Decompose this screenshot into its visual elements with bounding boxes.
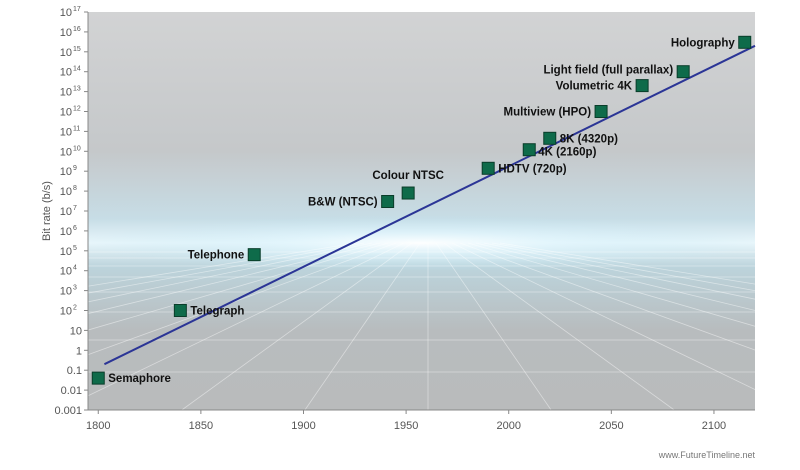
- grid-line-perspective: [483, 242, 800, 309]
- data-point-marker: [676, 65, 690, 79]
- y-tick-exponent: 5: [73, 245, 77, 252]
- data-point-marker: [522, 143, 536, 157]
- data-point-label: B&W (NTSC): [308, 197, 378, 209]
- grid-line-perspective: [451, 242, 800, 412]
- y-tick-label: 10: [60, 166, 72, 178]
- y-tick-label: 10: [60, 107, 72, 119]
- y-tick-exponent: 4: [73, 265, 77, 272]
- x-axis: 1800 1850 1900 1950 2000 2050 2100: [86, 409, 755, 432]
- data-point-marker: [543, 131, 557, 145]
- grid-line-perspective: [467, 242, 800, 340]
- y-tick-label: 0.001: [54, 405, 82, 417]
- data-point-label: 8K (4320p): [560, 133, 618, 145]
- y-tick-label: 10: [60, 246, 72, 258]
- y-tick-exponent: 2: [73, 305, 77, 312]
- y-tick-exponent: 13: [73, 86, 81, 93]
- y-tick-label: 10: [60, 206, 72, 218]
- grid-line-perspective: [499, 242, 800, 292]
- y-tick-label: 10: [70, 325, 82, 337]
- grid-line-perspective: [0, 242, 381, 336]
- y-tick-label: 0.1: [67, 365, 82, 377]
- grid-line-perspective: [0, 242, 365, 310]
- grid-line-perspective: [297, 242, 421, 421]
- grid-line-perspective: [443, 242, 689, 421]
- y-tick-label: 10: [60, 186, 72, 198]
- y-tick-label: 10: [60, 286, 72, 298]
- data-point-label: Telegraph: [190, 306, 244, 318]
- data-points: Semaphore Telegraph Telephone B&W (NTSC) Col…: [91, 35, 752, 385]
- y-tick-label: 1: [76, 345, 82, 357]
- grid-line-perspective: [0, 242, 373, 321]
- perspective-grid: [0, 242, 800, 421]
- credit-text: www.FutureTimeline.net: [658, 450, 756, 460]
- y-tick-exponent: 11: [73, 125, 80, 132]
- y-tick-exponent: 16: [73, 26, 81, 33]
- y-axis-title: Bit rate (b/s): [41, 181, 53, 241]
- y-tick-exponent: 10: [73, 145, 81, 152]
- y-tick-label: 10: [60, 67, 72, 79]
- y-tick-exponent: 12: [73, 106, 81, 113]
- data-point-marker: [247, 248, 261, 262]
- y-tick-label: 10: [60, 266, 72, 278]
- data-point-marker: [381, 195, 395, 209]
- y-tick-label: 10: [60, 306, 72, 318]
- y-tick-label: 10: [60, 226, 72, 238]
- grid-line-perspective: [435, 242, 559, 421]
- data-point-label: Volumetric 4K: [556, 81, 633, 93]
- x-tick-label: 1800: [86, 420, 110, 432]
- data-point-label: Light field (full parallax): [543, 65, 673, 77]
- y-tick-label: 10: [60, 47, 72, 59]
- data-point-marker: [594, 105, 608, 118]
- data-point-label: HDTV (720p): [498, 163, 567, 175]
- grid-line-perspective: [0, 242, 397, 388]
- data-point-label: Multiview (HPO): [504, 107, 592, 119]
- data-point-marker: [173, 304, 187, 317]
- grid-line-perspective: [459, 242, 800, 367]
- grid-line-perspective: [491, 242, 800, 300]
- y-tick-label: 10: [60, 27, 72, 39]
- y-tick-label: 10: [60, 7, 72, 19]
- x-tick-label: 2100: [702, 420, 726, 432]
- x-tick-label: 1850: [189, 420, 213, 432]
- x-tick-label: 2000: [496, 420, 520, 432]
- plot-background: [88, 12, 755, 410]
- grid-line-perspective: [475, 242, 800, 322]
- data-point-label: 4K (2160p): [538, 147, 596, 159]
- data-point-marker: [635, 79, 649, 93]
- y-tick-label: 10: [60, 126, 72, 138]
- data-point-marker: [401, 186, 415, 200]
- y-tick-exponent: 14: [73, 66, 81, 73]
- y-tick-exponent: 9: [73, 165, 77, 172]
- y-tick-exponent: 3: [73, 285, 77, 292]
- data-point-marker: [91, 371, 105, 385]
- x-tick-label: 1950: [394, 420, 418, 432]
- data-point-label: Colour NTSC: [372, 170, 444, 182]
- y-tick-exponent: 15: [73, 46, 81, 53]
- x-tick-label: 1900: [291, 420, 315, 432]
- grid-line-perspective: [167, 242, 413, 421]
- data-point-label: Telephone: [188, 250, 245, 262]
- y-tick-exponent: 6: [73, 225, 77, 232]
- trend-line: [103, 44, 756, 366]
- y-tick-exponent: 8: [73, 185, 77, 192]
- y-tick-exponent: 7: [73, 205, 77, 212]
- data-point-label: Holography: [671, 37, 735, 49]
- data-point-marker: [738, 35, 752, 49]
- data-point-label: Semaphore: [108, 373, 171, 385]
- data-point-marker: [481, 161, 495, 175]
- y-tick-label: 10: [60, 87, 72, 99]
- y-tick-exponent: 17: [73, 6, 81, 13]
- y-tick-label: 0.01: [61, 385, 82, 397]
- grid-line-perspective: [0, 242, 357, 301]
- grid-line-perspective: [0, 242, 389, 357]
- x-tick-label: 2050: [599, 420, 623, 432]
- grid-line-perspective: [37, 242, 405, 421]
- y-tick-label: 10: [60, 146, 72, 158]
